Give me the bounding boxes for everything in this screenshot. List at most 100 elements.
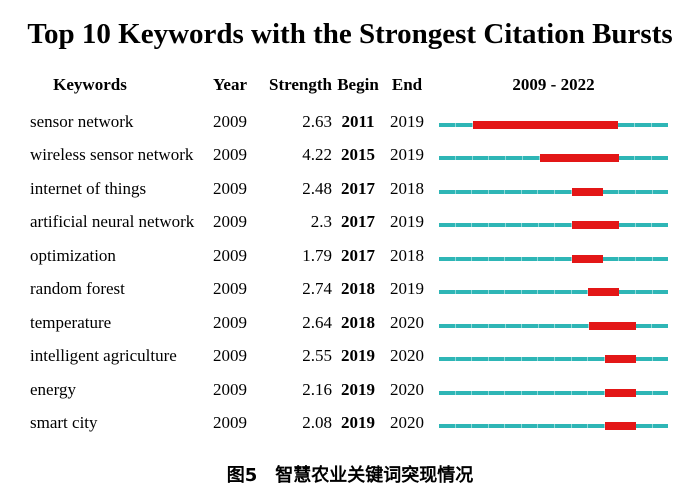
column-header-end: End xyxy=(391,75,423,94)
year-value: 2009 xyxy=(213,245,247,265)
timeline-segment xyxy=(488,323,506,328)
timeline-segment xyxy=(489,156,507,161)
table-row: energy 2009 2.16 2019 2020 xyxy=(0,373,700,407)
timeline-segment xyxy=(635,223,653,228)
timeline-segment xyxy=(555,189,572,194)
end-year-value: 2018 xyxy=(390,245,424,265)
timeline-segment xyxy=(505,323,523,328)
timeline-segment xyxy=(521,390,539,395)
year-value: 2009 xyxy=(213,312,247,332)
burst-segment xyxy=(505,120,522,129)
timeline-segment xyxy=(538,323,556,328)
timeline-segment xyxy=(602,189,620,194)
table-row: smart city 2009 2.08 2019 2020 xyxy=(0,407,700,441)
table-row: wireless sensor network 2009 4.22 2015 2… xyxy=(0,139,700,173)
column-header-year: Year xyxy=(213,75,247,94)
burst-bar xyxy=(439,187,669,197)
timeline-segment xyxy=(472,290,489,295)
keyword-label: wireless sensor network xyxy=(30,145,194,165)
burst-segment xyxy=(603,221,620,230)
strength-value: 2.08 xyxy=(302,413,332,433)
strength-value: 2.74 xyxy=(302,279,332,299)
timeline-segment xyxy=(439,189,456,194)
year-value: 2009 xyxy=(213,279,247,299)
year-value: 2009 xyxy=(213,379,247,399)
timeline-segment xyxy=(652,189,669,194)
year-value: 2009 xyxy=(213,212,247,232)
year-value: 2009 xyxy=(213,346,247,366)
column-header-keywords: Keywords xyxy=(53,75,127,94)
timeline-segment xyxy=(488,189,506,194)
burst-segment xyxy=(601,120,618,129)
timeline-segment xyxy=(538,424,556,429)
burst-segment xyxy=(620,388,636,397)
begin-year-value: 2019 xyxy=(341,413,375,433)
table-header: Keywords Year Strength Begin End 2009 - … xyxy=(0,75,700,95)
begin-year-value: 2019 xyxy=(341,346,375,366)
timeline-segment xyxy=(619,290,636,295)
burst-segment xyxy=(602,154,619,163)
timeline-segment xyxy=(588,390,605,395)
timeline-segment xyxy=(619,223,636,228)
end-year-value: 2020 xyxy=(390,346,424,366)
timeline-segment xyxy=(439,290,456,295)
timeline-segment xyxy=(555,223,573,228)
timeline-segment xyxy=(635,424,653,429)
timeline-segment xyxy=(455,189,473,194)
figure-title: Top 10 Keywords with the Strongest Citat… xyxy=(27,18,673,50)
table-row: temperature 2009 2.64 2018 2020 xyxy=(0,306,700,340)
burst-segment xyxy=(587,154,603,163)
burst-segment xyxy=(571,187,588,196)
timeline-segment xyxy=(588,424,605,429)
timeline-segment xyxy=(571,357,589,362)
keyword-label: optimization xyxy=(30,245,116,265)
timeline-segment xyxy=(455,290,473,295)
year-value: 2009 xyxy=(213,111,247,131)
end-year-value: 2020 xyxy=(390,379,424,399)
burst-segment xyxy=(489,120,506,129)
timeline-segment xyxy=(652,424,669,429)
timeline-segment xyxy=(505,189,522,194)
timeline-segment xyxy=(472,323,489,328)
timeline-segment xyxy=(538,357,556,362)
burst-bar xyxy=(439,421,669,431)
timeline-segment xyxy=(472,357,489,362)
timeline-segment xyxy=(652,290,669,295)
timeline-segment xyxy=(522,156,540,161)
year-value: 2009 xyxy=(213,178,247,198)
timeline-segment xyxy=(455,357,473,362)
keyword-label: internet of things xyxy=(30,178,147,198)
timeline-segment xyxy=(635,390,653,395)
burst-segment xyxy=(571,254,588,263)
timeline-segment xyxy=(652,323,668,328)
timeline-segment xyxy=(439,256,456,261)
table-row: random forest 2009 2.74 2018 2019 xyxy=(0,273,700,307)
timeline-segment xyxy=(635,156,653,161)
timeline-segment xyxy=(555,290,572,295)
column-header-begin: Begin xyxy=(337,75,379,94)
strength-value: 2.3 xyxy=(310,212,332,232)
timeline-segment xyxy=(439,424,456,429)
burst-bar xyxy=(439,153,668,163)
timeline-segment xyxy=(455,156,473,161)
timeline-segment xyxy=(538,390,556,395)
burst-segment xyxy=(553,120,570,129)
timeline-segment xyxy=(538,223,556,228)
timeline-segment xyxy=(455,223,473,228)
timeline-segment xyxy=(439,223,456,228)
timeline-segment xyxy=(588,357,605,362)
begin-year-value: 2018 xyxy=(341,279,375,299)
burst-segment xyxy=(604,321,621,330)
timeline-segment xyxy=(635,290,653,295)
timeline-segment xyxy=(472,390,489,395)
strength-value: 2.55 xyxy=(302,346,332,366)
timeline-segment xyxy=(652,357,669,362)
burst-bar xyxy=(439,220,668,230)
burst-segment xyxy=(572,221,588,230)
timeline-segment xyxy=(635,357,653,362)
timeline-segment xyxy=(455,323,473,328)
begin-year-value: 2017 xyxy=(341,245,375,265)
keyword-label: intelligent agriculture xyxy=(30,346,177,366)
timeline-segment xyxy=(555,256,572,261)
